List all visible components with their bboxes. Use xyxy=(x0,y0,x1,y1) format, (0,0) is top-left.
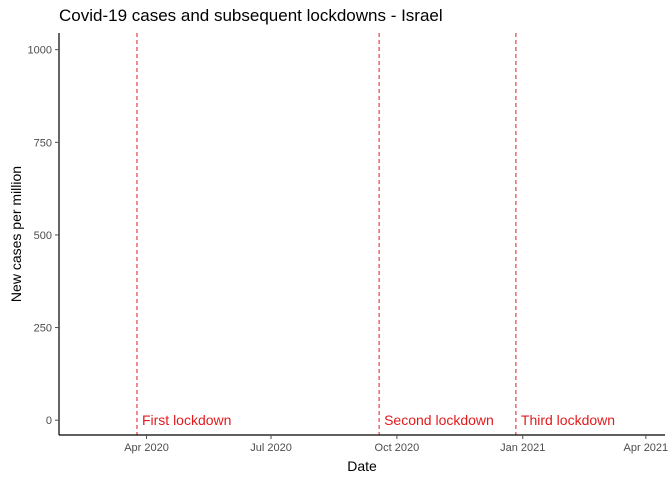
x-tick-label: Apr 2020 xyxy=(124,442,169,454)
y-ticks: 0 250 500 750 1000 xyxy=(28,45,59,427)
x-tick-label: Oct 2020 xyxy=(375,442,420,454)
x-ticks: Apr 2020 Jul 2020 Oct 2020 Jan 2021 Apr 2021 xyxy=(124,435,668,454)
x-tick-label: Apr 2021 xyxy=(624,442,669,454)
x-tick-label: Jan 2021 xyxy=(500,442,545,454)
chart-title: Covid-19 cases and subsequent lockdowns … xyxy=(59,6,443,25)
y-tick-label: 0 xyxy=(46,415,52,427)
x-tick-label: Jul 2020 xyxy=(250,442,292,454)
y-axis-title: New cases per million xyxy=(8,166,24,302)
y-tick-label: 250 xyxy=(34,323,52,335)
y-tick-label: 750 xyxy=(34,137,52,149)
axes: 0 250 500 750 1000 Apr 2020 Jul 2020 Oct 2020 J… xyxy=(28,33,668,454)
y-tick-label: 1000 xyxy=(28,45,52,57)
lockdown-label: First lockdown xyxy=(142,412,231,428)
lockdown-label: Third lockdown xyxy=(521,412,615,428)
x-axis-title: Date xyxy=(347,458,377,474)
y-tick-label: 500 xyxy=(34,230,52,242)
lockdown-label: Second lockdown xyxy=(384,412,494,428)
plot-area: First lockdown Second lockdown Third lockd… xyxy=(136,33,615,435)
